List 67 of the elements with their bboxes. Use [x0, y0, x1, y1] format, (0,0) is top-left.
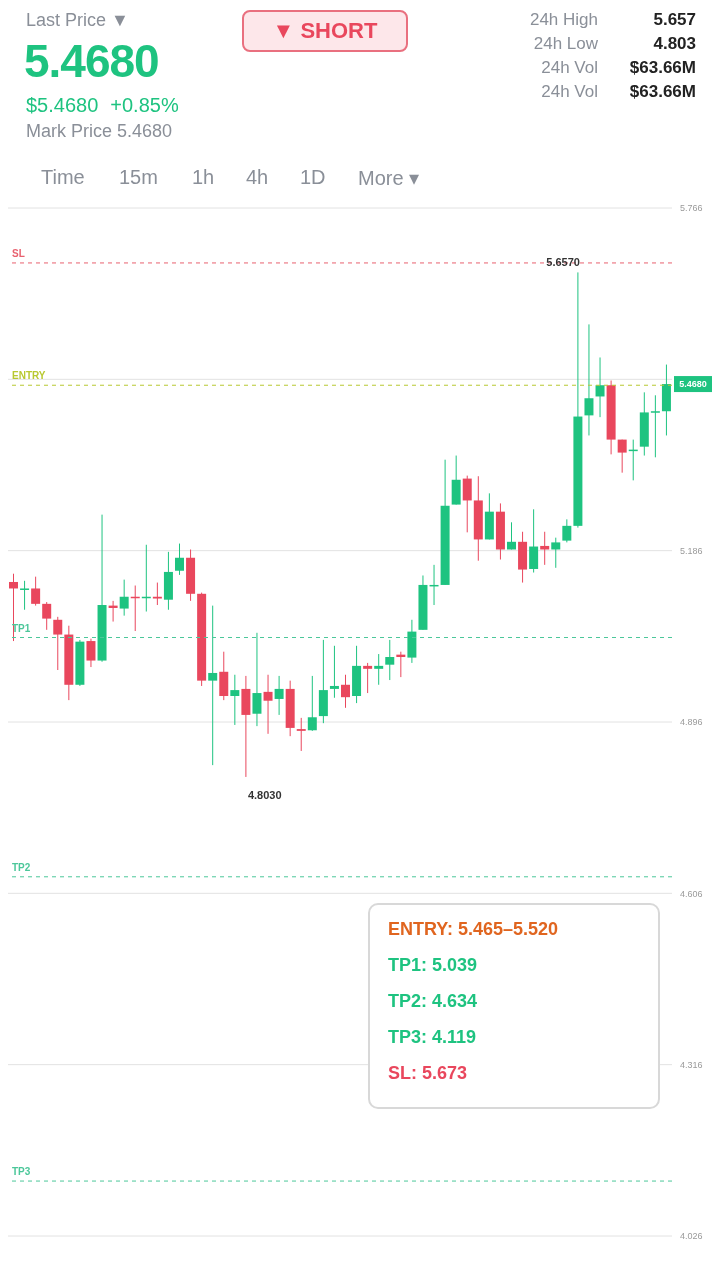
candlestick [329, 645, 339, 699]
candlestick [363, 662, 373, 694]
candlestick [20, 580, 30, 611]
text: +0.85% [110, 94, 179, 116]
text: 24h Vol [540, 82, 598, 102]
text: 24h High [528, 10, 598, 30]
text: Last Price ▼ [26, 10, 129, 31]
y-tick-label: 4.026 [680, 1231, 703, 1242]
candlestick [307, 675, 317, 732]
candlestick [595, 356, 605, 418]
ref-line-label: TP3 [12, 1166, 31, 1178]
text: 4h [246, 166, 269, 189]
annotation: ENTRY: 5.465–5.520 [388, 919, 560, 941]
candlestick [86, 638, 96, 668]
candlestick [617, 439, 627, 474]
candlestick [42, 601, 52, 631]
text: Mark Price 5.4680 [26, 121, 173, 142]
text: 24h Vol [540, 58, 598, 78]
candlestick [119, 579, 129, 617]
text: 1D [300, 166, 326, 189]
candlestick [385, 639, 395, 681]
candlestick [562, 518, 572, 543]
candlestick [274, 675, 284, 716]
candlestick [208, 605, 218, 766]
candlestick [507, 521, 516, 550]
y-tick-label: 4.896 [680, 717, 703, 728]
candlestick [650, 394, 660, 458]
text: 24h Low [532, 34, 598, 54]
candlestick [462, 475, 472, 533]
annotation: TP3: 4.119 [388, 1027, 478, 1049]
annotation: SL: 5.673 [388, 1063, 469, 1085]
ref-line-label: ENTRY [12, 370, 46, 382]
candlestick [152, 582, 162, 606]
text: $5.4680 [26, 94, 99, 116]
text: $63.66M [628, 82, 696, 102]
text: More ▾ [358, 166, 420, 190]
text: 5.4680 [679, 379, 707, 390]
annotation: 4.8030 [247, 788, 282, 801]
text: 5.4680 [24, 34, 159, 88]
annotation: 5.6570 [546, 256, 580, 269]
candlestick [53, 616, 63, 671]
text: 1h [192, 166, 215, 189]
text: 15m [119, 166, 158, 189]
candlestick [175, 543, 184, 576]
candlestick [230, 674, 240, 726]
y-tick-label: 5.186 [680, 545, 703, 556]
candlestick [584, 323, 594, 436]
text: 5.657 [652, 10, 696, 30]
candlestick [263, 674, 273, 735]
text: 4.803 [652, 34, 696, 54]
candlestick [341, 674, 350, 709]
text: $63.66M [628, 58, 696, 78]
y-tick-label: 4.316 [680, 1059, 703, 1070]
text: Time [41, 166, 85, 189]
candlestick [551, 537, 561, 569]
y-tick-label: 4.606 [680, 888, 703, 899]
candlestick [31, 576, 41, 607]
candlestick [252, 632, 262, 727]
ref-line-label: TP2 [12, 861, 31, 873]
y-tick-label: 5.766 [680, 203, 703, 214]
text: ▼ SHORT [242, 10, 408, 52]
candlestick [296, 717, 306, 752]
annotation: TP1: 5.039 [388, 955, 479, 977]
candlestick [529, 508, 539, 574]
candlestick [374, 653, 384, 686]
ref-line-label: SL [12, 247, 25, 259]
annotation: TP2: 4.634 [388, 991, 479, 1013]
